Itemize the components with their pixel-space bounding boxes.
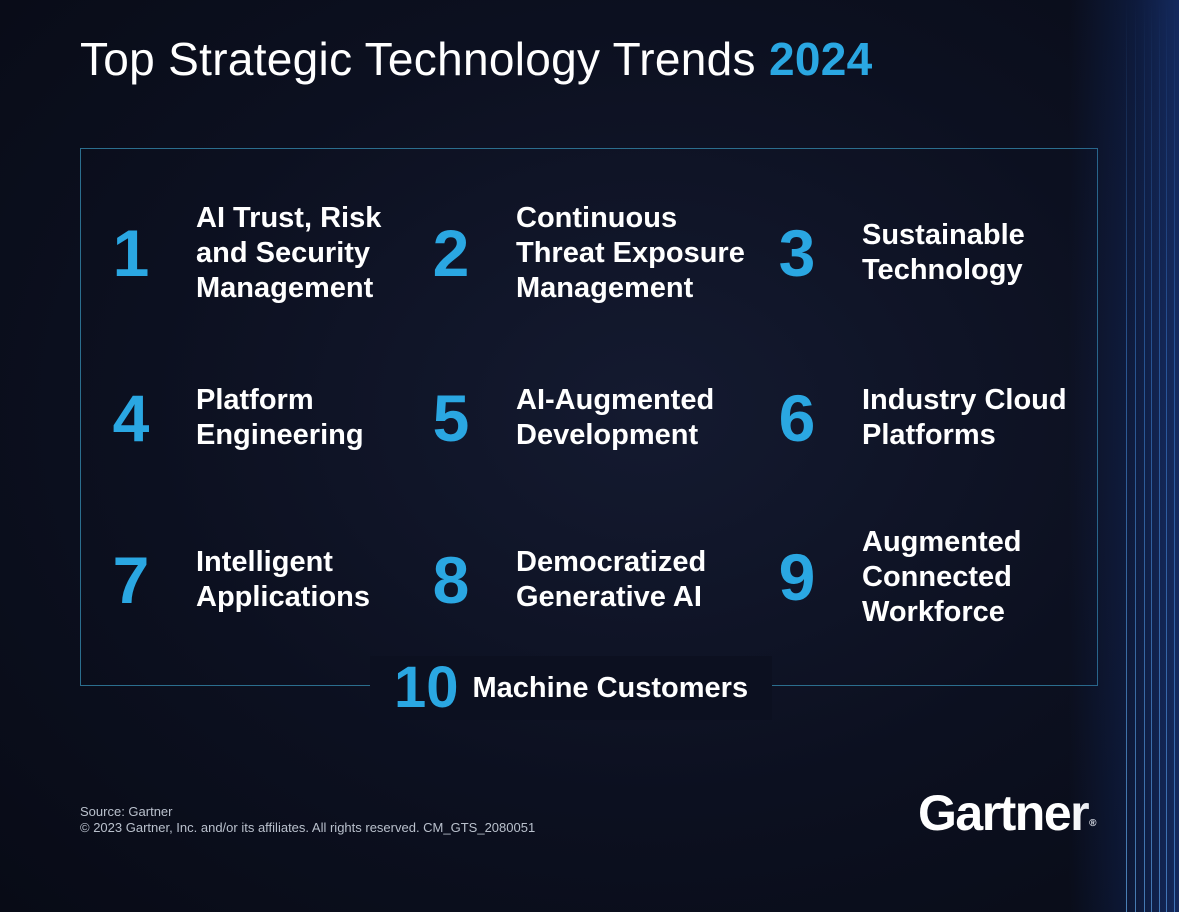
logo-text: Gartner: [918, 785, 1090, 841]
trend-number: 2: [432, 216, 470, 290]
trend-item-2: 2 Continuous Threat Exposure Management: [420, 198, 745, 308]
light-streaks-decoration: [1119, 0, 1179, 912]
trend-label: Platform Engineering: [196, 384, 364, 451]
trend-label: AI Trust, Risk and Security Management: [196, 201, 382, 304]
trend-label: Intelligent Applications: [196, 546, 371, 613]
trend-item-9: 9 Augmented Connected Workforce: [766, 522, 1022, 632]
trend-number: 6: [778, 381, 816, 455]
trend-number: 5: [432, 381, 470, 455]
trend-label: Continuous Threat Exposure Management: [516, 201, 745, 304]
trend-item-1: 1 AI Trust, Risk and Security Management: [100, 198, 382, 308]
title-year: 2024: [768, 33, 873, 85]
source-footer: Source: Gartner © 2023 Gartner, Inc. and…: [80, 804, 535, 836]
trend-label: AI-Augmented Development: [516, 384, 715, 451]
copyright-text: © 2023 Gartner, Inc. and/or its affiliat…: [80, 820, 536, 835]
trend-number: 4: [112, 381, 150, 455]
trend-label: Machine Customers: [472, 671, 749, 704]
source-text: Source: Gartner: [80, 804, 173, 819]
trend-label: Augmented Connected Workforce: [862, 525, 1022, 628]
trend-number: 10: [394, 655, 459, 720]
gartner-logo: Gartner®: [918, 784, 1097, 842]
trend-number: 8: [432, 543, 470, 617]
trend-item-8: 8 Democratized Generative AI: [420, 540, 707, 620]
trend-item-10: 10 Machine Customers: [370, 655, 773, 720]
trend-item-5: 5 AI-Augmented Development: [420, 378, 715, 458]
trend-item-4: 4 Platform Engineering: [100, 378, 364, 458]
trend-item-7: 7 Intelligent Applications: [100, 540, 370, 620]
trend-number: 3: [778, 216, 816, 290]
page-title: Top Strategic Technology Trends 2024: [80, 32, 872, 86]
title-text: Top Strategic Technology Trends: [80, 33, 769, 85]
trend-number: 1: [112, 216, 150, 290]
trend-label: Sustainable Technology: [862, 219, 1025, 286]
trend-number: 9: [778, 540, 816, 614]
trend-number: 7: [112, 543, 150, 617]
registered-mark: ®: [1089, 818, 1097, 829]
trend-label: Democratized Generative AI: [516, 546, 707, 613]
trend-label: Industry Cloud Platforms: [862, 384, 1067, 451]
trend-item-3: 3 Sustainable Technology: [766, 213, 1025, 293]
trend-item-6: 6 Industry Cloud Platforms: [766, 378, 1067, 458]
